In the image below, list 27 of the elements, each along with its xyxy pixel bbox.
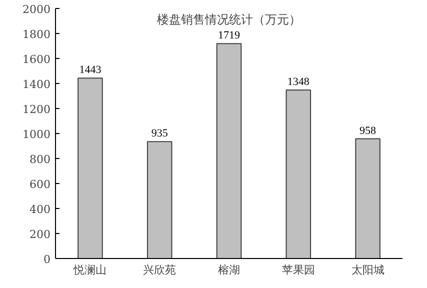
data-label: 1443 bbox=[79, 64, 102, 76]
y-tick-label: 0 bbox=[44, 253, 50, 266]
y-tick-label: 1800 bbox=[22, 28, 51, 41]
bar bbox=[146, 141, 172, 258]
x-tick-label: 榕湖 bbox=[218, 264, 240, 276]
x-tick-label: 苹果园 bbox=[282, 264, 315, 276]
y-tick-label: 1600 bbox=[22, 53, 51, 66]
chart-title: 楼盘销售情况统计（万元） bbox=[157, 12, 301, 26]
y-tick-label: 1200 bbox=[22, 103, 51, 116]
y-tick-label: 800 bbox=[30, 153, 51, 166]
data-label: 1348 bbox=[287, 76, 310, 88]
x-tick-label: 太阳城 bbox=[351, 264, 384, 276]
y-tick-label: 2000 bbox=[22, 3, 51, 16]
data-label: 935 bbox=[151, 128, 168, 140]
y-tick-label: 600 bbox=[30, 178, 51, 191]
data-label: 958 bbox=[360, 124, 377, 137]
data-label: 1719 bbox=[218, 30, 240, 42]
y-tick-label: 1000 bbox=[22, 128, 51, 141]
y-tick-label: 1400 bbox=[22, 78, 51, 91]
bar bbox=[355, 138, 380, 258]
x-tick-label: 悦澜山 bbox=[72, 264, 107, 276]
bar bbox=[216, 43, 242, 258]
y-tick-label: 400 bbox=[30, 203, 51, 216]
bar bbox=[78, 78, 103, 258]
x-tick-label: 兴欣苑 bbox=[143, 264, 176, 276]
y-tick-label: 200 bbox=[30, 228, 51, 241]
bar bbox=[286, 90, 312, 258]
